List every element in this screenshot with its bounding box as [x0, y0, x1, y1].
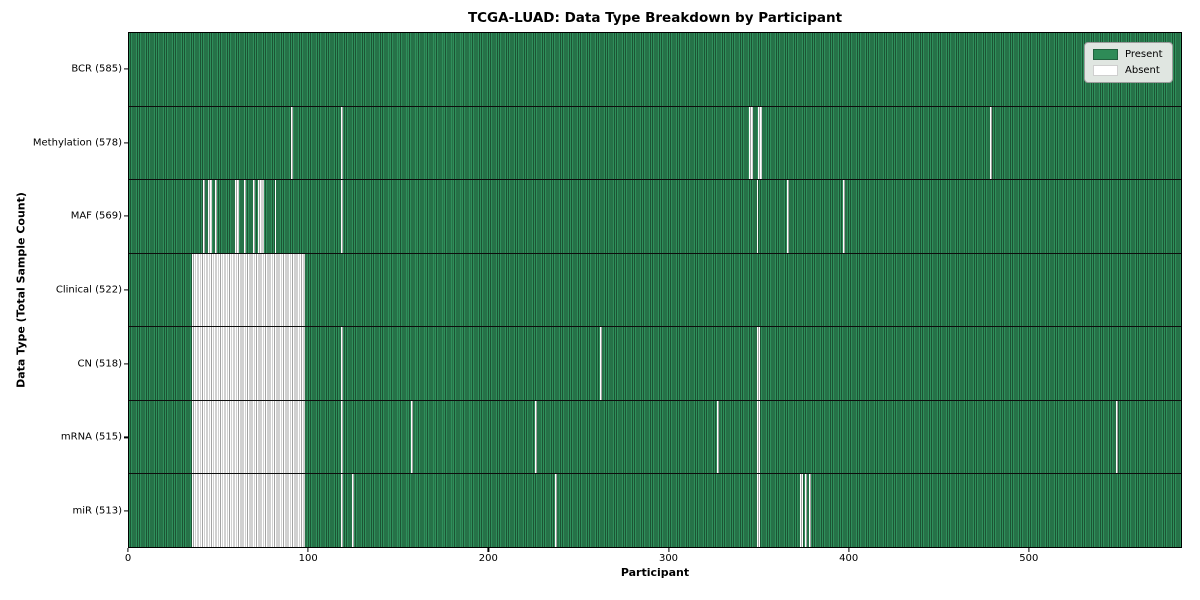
absent-segment: [842, 180, 845, 253]
heatmap-row-methylation: [129, 106, 1181, 181]
legend-entry-present: Present: [1093, 49, 1164, 60]
y-tick-label: Methylation (578): [32, 137, 122, 149]
absent-segment: [717, 400, 719, 474]
absent-segment: [756, 327, 761, 400]
y-tick-mark: [124, 289, 128, 291]
y-tick-label: CN (518): [77, 358, 122, 370]
absent-segment: [341, 400, 343, 474]
legend-label-absent: Absent: [1125, 65, 1160, 76]
x-tick-mark: [127, 548, 129, 552]
x-tick-label: 200: [478, 553, 498, 564]
heatmap-plot-area: [128, 32, 1182, 548]
y-tick-label: Clinical (522): [55, 284, 122, 296]
legend: Present Absent: [1084, 42, 1173, 83]
legend-swatch-absent-icon: [1093, 65, 1118, 76]
absent-segment: [235, 180, 239, 253]
absent-segment: [191, 474, 306, 548]
absent-segment: [808, 474, 811, 548]
absent-segment: [805, 474, 807, 548]
absent-segment: [411, 400, 414, 474]
absent-segment: [756, 474, 761, 548]
absent-segment: [756, 400, 761, 474]
absent-segment: [799, 474, 804, 548]
absent-segment: [1116, 400, 1119, 474]
x-tick-mark: [848, 548, 850, 552]
y-tick-mark: [124, 141, 128, 144]
absent-segment: [555, 474, 557, 548]
heatmap-row-cn: [129, 327, 1181, 401]
x-tick-mark: [307, 548, 309, 552]
y-tick-mark: [124, 436, 128, 439]
absent-segment: [756, 180, 759, 253]
absent-segment: [990, 106, 993, 180]
absent-segment: [341, 327, 343, 400]
y-tick-mark: [124, 510, 128, 512]
absent-segment: [258, 180, 264, 253]
x-tick-mark: [1028, 548, 1030, 552]
x-tick-label: 500: [1019, 553, 1039, 564]
absent-segment: [208, 180, 212, 253]
absent-segment: [274, 180, 277, 253]
x-tick-mark: [487, 548, 489, 552]
absent-segment: [244, 180, 246, 253]
legend-entry-absent: Absent: [1093, 65, 1164, 76]
absent-segment: [600, 327, 602, 400]
absent-segment: [215, 180, 218, 253]
absent-segment: [202, 180, 205, 253]
heatmap-row-clinical: [129, 253, 1181, 328]
x-tick-label: 0: [124, 553, 132, 564]
absent-segment: [290, 106, 293, 180]
x-tick-label: 100: [298, 553, 318, 564]
absent-segment: [191, 253, 306, 327]
x-tick-label: 400: [839, 553, 859, 564]
y-tick-mark: [124, 215, 128, 217]
absent-segment: [341, 180, 343, 253]
absent-segment: [341, 474, 343, 548]
y-tick-label: miR (513): [72, 505, 122, 517]
legend-label-present: Present: [1125, 49, 1163, 60]
absent-segment: [758, 106, 762, 180]
absent-segment: [787, 180, 789, 253]
y-tick-label: MAF (569): [70, 210, 122, 222]
absent-segment: [341, 106, 343, 180]
y-tick-mark: [124, 68, 128, 70]
absent-segment: [351, 474, 354, 548]
absent-segment: [749, 106, 753, 180]
absent-segment: [191, 327, 306, 400]
absent-segment: [191, 400, 306, 474]
y-axis-label: Data Type (Total Sample Count): [14, 192, 28, 388]
heatmap-row-mir: [129, 474, 1181, 548]
absent-segment: [253, 180, 255, 253]
y-tick-label: BCR (585): [71, 63, 122, 75]
legend-swatch-present-icon: [1093, 49, 1118, 60]
heatmap-row-mrna: [129, 400, 1181, 475]
chart-title: TCGA-LUAD: Data Type Breakdown by Partic…: [467, 10, 843, 26]
x-tick-mark: [667, 548, 670, 552]
x-axis-label: Participant: [620, 566, 690, 579]
y-tick-mark: [124, 363, 128, 365]
x-tick-label: 300: [658, 553, 679, 564]
absent-segment: [535, 400, 538, 474]
heatmap-row-maf: [129, 180, 1181, 254]
heatmap-row-bcr: [129, 33, 1181, 107]
y-tick-label: mRNA (515): [60, 431, 122, 443]
